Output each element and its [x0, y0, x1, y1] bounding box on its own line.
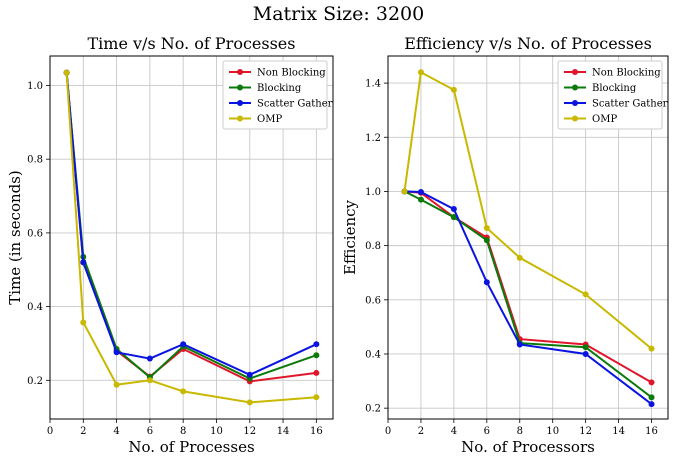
efficiency-point-omp	[401, 188, 408, 195]
efficiency-legend: Non Blocking Blocking Scatter Gather OMP	[557, 60, 668, 130]
time-y-tick-label: 0.6	[27, 228, 43, 239]
efficiency-x-tick-label: 6	[484, 426, 490, 437]
efficiency-point-scatter_gather	[450, 206, 457, 213]
time-y-tick-label: 0.2	[27, 376, 43, 387]
time-legend-marker-scatter_gather	[237, 100, 243, 106]
efficiency-chart: Efficiency v/s No. of Processes 0 2 4 6 8 10 12…	[341, 34, 669, 456]
efficiency-x-tick-label: 12	[579, 426, 592, 437]
efficiency-point-scatter_gather	[483, 279, 490, 286]
efficiency-point-blocking	[483, 237, 490, 244]
efficiency-point-omp	[450, 86, 457, 93]
efficiency-point-omp	[417, 69, 424, 76]
efficiency-x-tick-label: 0	[385, 426, 391, 437]
time-legend-label: OMP	[257, 114, 282, 125]
efficiency-legend-box	[557, 60, 663, 130]
efficiency-x-tick-label: 10	[546, 426, 559, 437]
efficiency-y-tick-label: 0.4	[365, 349, 381, 360]
efficiency-point-scatter_gather	[648, 401, 655, 408]
efficiency-legend-marker-scatter_gather	[572, 100, 578, 106]
efficiency-chart-title: Efficiency v/s No. of Processes	[404, 34, 652, 53]
time-legend-marker-non_blocking	[237, 69, 243, 75]
time-x-tick-label: 16	[310, 426, 323, 437]
efficiency-series-line-blocking	[404, 190, 653, 399]
efficiency-point-blocking	[648, 394, 655, 401]
efficiency-y-tick-label: 1.2	[365, 133, 381, 144]
time-x-tick-label: 10	[210, 426, 223, 437]
efficiency-point-non_blocking	[648, 379, 655, 386]
time-point-non_blocking	[313, 369, 320, 376]
time-legend: Non Blocking Blocking Scatter Gather OMP	[222, 60, 333, 130]
efficiency-x-axis-label: No. of Processors	[461, 438, 595, 456]
time-point-scatter_gather	[313, 341, 320, 348]
time-point-omp	[313, 394, 320, 401]
efficiency-point-omp	[648, 345, 655, 352]
efficiency-y-tick-label: 1.0	[365, 187, 381, 198]
time-y-tick-label: 0.4	[27, 302, 43, 313]
efficiency-legend-label: Scatter Gather	[592, 99, 668, 110]
time-legend-marker-omp	[237, 115, 243, 122]
efficiency-y-axis-label: Efficiency	[341, 199, 359, 275]
time-x-tick-label: 14	[277, 426, 290, 437]
time-point-blocking	[313, 352, 320, 359]
time-point-omp	[80, 319, 87, 326]
time-x-tick-label: 0	[47, 426, 53, 437]
efficiency-x-tick-label: 8	[517, 426, 523, 437]
time-chart: Time v/s No. of Processes 0 2 4 6 8 10 12 14 16 0.…	[6, 34, 334, 456]
time-point-omp	[113, 381, 120, 388]
time-y-tick-label: 1.0	[27, 81, 43, 92]
time-x-tick-label: 12	[243, 426, 256, 437]
time-y-tick-label: 0.8	[27, 155, 43, 166]
time-x-tick-label: 2	[80, 426, 86, 437]
efficiency-series-line-scatter_gather	[404, 190, 653, 405]
time-point-omp	[246, 399, 253, 406]
time-point-omp	[63, 69, 70, 76]
efficiency-x-tick-label: 14	[612, 426, 625, 437]
efficiency-y-tick-label: 1.4	[365, 79, 381, 90]
efficiency-point-omp	[516, 254, 523, 261]
efficiency-point-blocking	[450, 214, 457, 221]
efficiency-axes-frame	[387, 55, 669, 420]
efficiency-point-scatter_gather	[516, 341, 523, 348]
efficiency-y-tick-label: 0.6	[365, 295, 381, 306]
time-legend-label: Scatter Gather	[257, 99, 333, 110]
efficiency-legend-label: Blocking	[592, 83, 637, 94]
time-axes-frame	[49, 55, 334, 420]
efficiency-x-tick-label: 16	[645, 426, 658, 437]
time-point-scatter_gather	[146, 355, 153, 362]
efficiency-point-omp	[582, 291, 589, 298]
efficiency-x-tick-label: 4	[451, 426, 457, 437]
time-point-scatter_gather	[180, 341, 187, 348]
time-x-tick-label: 6	[147, 426, 153, 437]
time-chart-title: Time v/s No. of Processes	[88, 34, 296, 53]
time-legend-marker-blocking	[237, 84, 243, 91]
time-point-scatter_gather	[80, 259, 87, 266]
efficiency-legend-label: OMP	[592, 114, 617, 125]
efficiency-point-scatter_gather	[582, 350, 589, 357]
efficiency-legend-marker-blocking	[572, 84, 578, 91]
efficiency-point-scatter_gather	[417, 188, 424, 195]
time-legend-label: Blocking	[257, 83, 302, 94]
efficiency-y-tick-label: 0.2	[365, 404, 381, 415]
time-legend-box	[222, 60, 328, 130]
time-point-scatter_gather	[246, 371, 253, 378]
efficiency-point-blocking	[417, 196, 424, 203]
time-x-tick-label: 4	[113, 426, 119, 437]
time-point-omp	[146, 377, 153, 384]
efficiency-y-tick-label: 0.8	[365, 241, 381, 252]
time-x-tick-label: 8	[180, 426, 186, 437]
time-x-axis-label: No. of Processes	[128, 438, 254, 456]
efficiency-point-blocking	[582, 344, 589, 351]
time-y-axis-label: Time (in seconds)	[6, 170, 24, 305]
time-point-omp	[180, 388, 187, 395]
figure-suptitle: Matrix Size: 3200	[252, 3, 425, 25]
time-point-scatter_gather	[113, 349, 120, 356]
efficiency-legend-marker-omp	[572, 115, 578, 122]
efficiency-legend-label: Non Blocking	[592, 68, 661, 79]
efficiency-point-omp	[483, 225, 490, 232]
efficiency-legend-marker-non_blocking	[572, 69, 578, 75]
efficiency-x-tick-label: 2	[418, 426, 424, 437]
time-legend-label: Non Blocking	[257, 68, 326, 79]
